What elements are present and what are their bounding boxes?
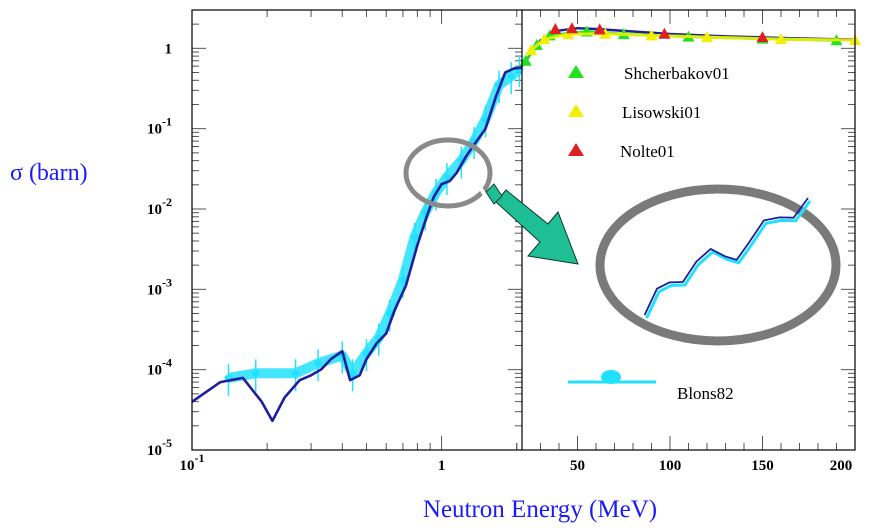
tick-label-exponent: -2 bbox=[162, 195, 172, 209]
plot-border bbox=[191, 9, 856, 451]
tick-label: 200 bbox=[830, 458, 853, 474]
tick-label: 1 bbox=[438, 458, 446, 474]
tick-label-exponent: -5 bbox=[162, 436, 172, 450]
zoom-inset bbox=[403, 137, 841, 346]
data-band-high bbox=[530, 32, 856, 52]
blons82-point bbox=[442, 174, 451, 181]
tick-label: 50 bbox=[570, 458, 585, 474]
legend: Shcherbakov01 Lisowski01 Nolte01 Blons82 bbox=[568, 64, 734, 403]
legend-label: Nolte01 bbox=[620, 142, 675, 161]
tick-label-base: 150 bbox=[751, 458, 774, 474]
tick-label-exponent: -4 bbox=[162, 356, 172, 370]
legend-label: Blons82 bbox=[677, 384, 734, 403]
arrow-gap bbox=[476, 182, 490, 202]
blons82-point bbox=[348, 370, 357, 377]
tick-label-base: 10 bbox=[147, 282, 162, 298]
grid-layer bbox=[191, 9, 856, 451]
blons82-point bbox=[291, 370, 300, 377]
data-marker bbox=[645, 29, 658, 41]
data-marker bbox=[562, 28, 575, 40]
legend-label: Shcherbakov01 bbox=[624, 64, 730, 83]
marker-layer bbox=[519, 22, 861, 66]
tick-label-base: 10 bbox=[180, 458, 195, 474]
blons82-point bbox=[314, 360, 323, 367]
tick-label-base: 10 bbox=[147, 122, 162, 138]
data-marker bbox=[701, 31, 713, 43]
legend-marker bbox=[568, 143, 584, 156]
blons82-point bbox=[507, 73, 516, 80]
data-marker bbox=[525, 44, 538, 56]
tick-label-base: 1 bbox=[438, 458, 446, 474]
tick-label: 10-2 bbox=[147, 195, 172, 218]
data-marker bbox=[565, 22, 578, 34]
tick-label: 10-5 bbox=[147, 436, 172, 459]
tick-label: 10-1 bbox=[180, 451, 205, 474]
tick-label-base: 10 bbox=[147, 443, 162, 459]
zoom-source-ellipse bbox=[403, 137, 493, 209]
legend-marker bbox=[568, 104, 584, 117]
tick-label-base: 200 bbox=[830, 458, 853, 474]
tick-label-exponent: -1 bbox=[195, 451, 205, 465]
tick-label-base: 10 bbox=[147, 363, 162, 379]
legend-label: Lisowski01 bbox=[622, 103, 701, 122]
tick-label: 100 bbox=[659, 458, 682, 474]
legend-marker bbox=[568, 65, 584, 78]
blons82-point bbox=[410, 233, 419, 240]
data-marker bbox=[538, 33, 551, 45]
data-marker bbox=[658, 27, 671, 39]
data-marker bbox=[549, 23, 562, 35]
tick-label: 10-4 bbox=[147, 356, 172, 379]
data-marker bbox=[756, 31, 769, 43]
blons82-point bbox=[251, 370, 260, 377]
zoom-arrow bbox=[495, 189, 579, 265]
data-marker bbox=[593, 23, 606, 35]
tick-label: 10-1 bbox=[147, 115, 172, 138]
tick-label-base: 100 bbox=[659, 458, 682, 474]
legend-marker bbox=[601, 370, 621, 384]
tick-label-exponent: -1 bbox=[162, 115, 172, 129]
data-band-layer bbox=[224, 55, 524, 396]
zoom-arrow-stub bbox=[485, 183, 503, 205]
data-marker bbox=[519, 54, 532, 66]
tick-label-base: 1 bbox=[165, 41, 173, 57]
tick-label-exponent: -3 bbox=[162, 275, 172, 289]
tick-label-layer: 110-110-210-310-410-510-1 1 50 100 150 200 bbox=[147, 41, 852, 474]
tick-label: 10-3 bbox=[147, 275, 172, 298]
tick-label: 1 bbox=[165, 41, 173, 57]
plot-frame bbox=[191, 9, 856, 451]
x-axis-label: Neutron Energy (MeV) bbox=[423, 496, 657, 523]
tick-label-base: 10 bbox=[147, 202, 162, 218]
data-marker bbox=[599, 27, 612, 39]
data-marker bbox=[775, 33, 787, 45]
zoomed-data-band bbox=[645, 200, 812, 319]
sigma-symbol: σ (barn) bbox=[10, 160, 88, 186]
y-axis-label: σ (barn) bbox=[10, 160, 88, 186]
tick-label: 150 bbox=[751, 458, 774, 474]
blons82-point bbox=[398, 277, 407, 284]
tick-label-base: 50 bbox=[570, 458, 585, 474]
blons82-band bbox=[227, 65, 523, 383]
zoom-target-ellipse bbox=[595, 184, 841, 346]
zoomed-evaluation-line bbox=[643, 197, 809, 316]
